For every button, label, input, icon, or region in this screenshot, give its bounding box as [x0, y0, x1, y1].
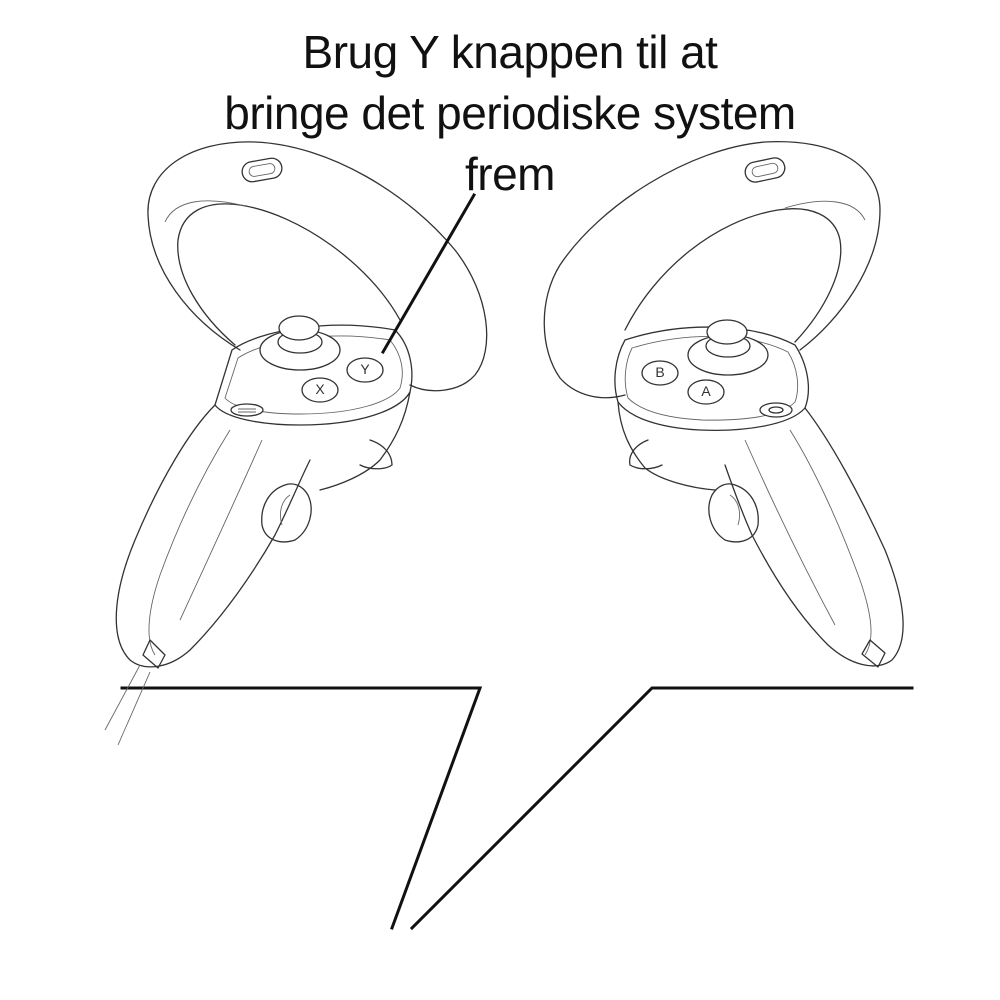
left-tracking-ring-inner: [177, 203, 401, 346]
right-controller: B A: [543, 140, 904, 668]
right-ring-oval: [744, 157, 786, 183]
right-b-button: [641, 360, 679, 386]
right-a-button-label: A: [701, 383, 711, 399]
left-ring-oval: [241, 157, 283, 183]
left-x-button: [301, 377, 339, 403]
left-menu-button: [230, 403, 264, 417]
speech-bubble-left-edge: [120, 686, 483, 930]
left-y-button-label: Y: [360, 361, 370, 377]
left-thumbstick: [278, 315, 320, 341]
instruction-caption: Brug Y knappen til at bringe det periodi…: [150, 22, 870, 205]
right-b-button-label: B: [655, 364, 664, 380]
speech-bubble-right-edge: [409, 686, 914, 931]
left-grip: [115, 404, 311, 668]
right-tracking-ring-inner: [624, 208, 842, 343]
right-grip-trigger: [708, 483, 759, 543]
left-y-button: [346, 357, 384, 383]
caption-line-1: Brug Y knappen til at: [302, 26, 718, 78]
left-controller: X Y: [115, 141, 488, 669]
right-tracking-ring: [543, 140, 881, 399]
left-tracking-ring: [147, 141, 488, 392]
right-a-button: [687, 379, 725, 405]
caption-line-2: bringe det periodiske system: [224, 87, 796, 139]
left-x-button-label: X: [315, 381, 325, 397]
right-thumbstick: [706, 319, 748, 345]
caption-line-3: frem: [465, 148, 556, 200]
caption-pointer-line: [380, 192, 477, 355]
left-grip-trigger: [261, 483, 312, 543]
right-oculus-button: [759, 402, 793, 418]
